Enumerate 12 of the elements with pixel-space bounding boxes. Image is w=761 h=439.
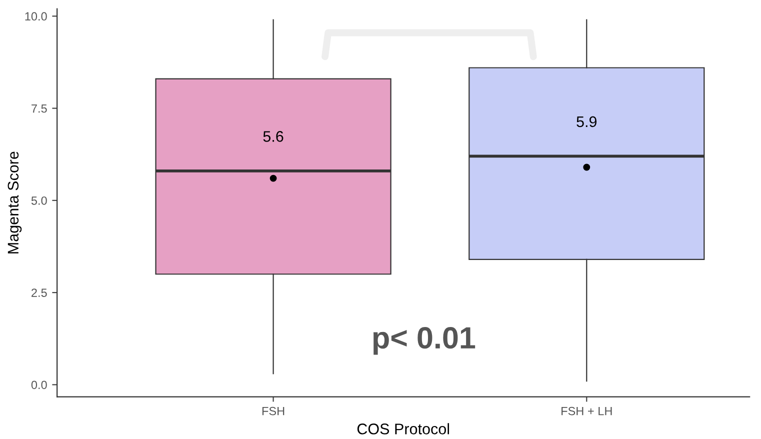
x-tick-label: FSH	[262, 406, 284, 416]
y-tick-label: 2.5	[32, 288, 47, 297]
x-tick-label: FSH + LH	[562, 406, 612, 416]
y-tick-label: 7.5	[32, 104, 47, 113]
annotation: p< 0.01	[373, 327, 476, 355]
y-tick-label: 10.0	[25, 12, 47, 21]
annotation: 5.6	[263, 131, 284, 142]
y-tick-label: 5.0	[31, 196, 47, 205]
y-tick-label: 0.0	[31, 380, 47, 390]
x-axis-title: COS Protocol	[357, 423, 450, 434]
y-axis-title: Magenta Score	[8, 152, 22, 254]
annotation: 5.9	[576, 116, 597, 128]
